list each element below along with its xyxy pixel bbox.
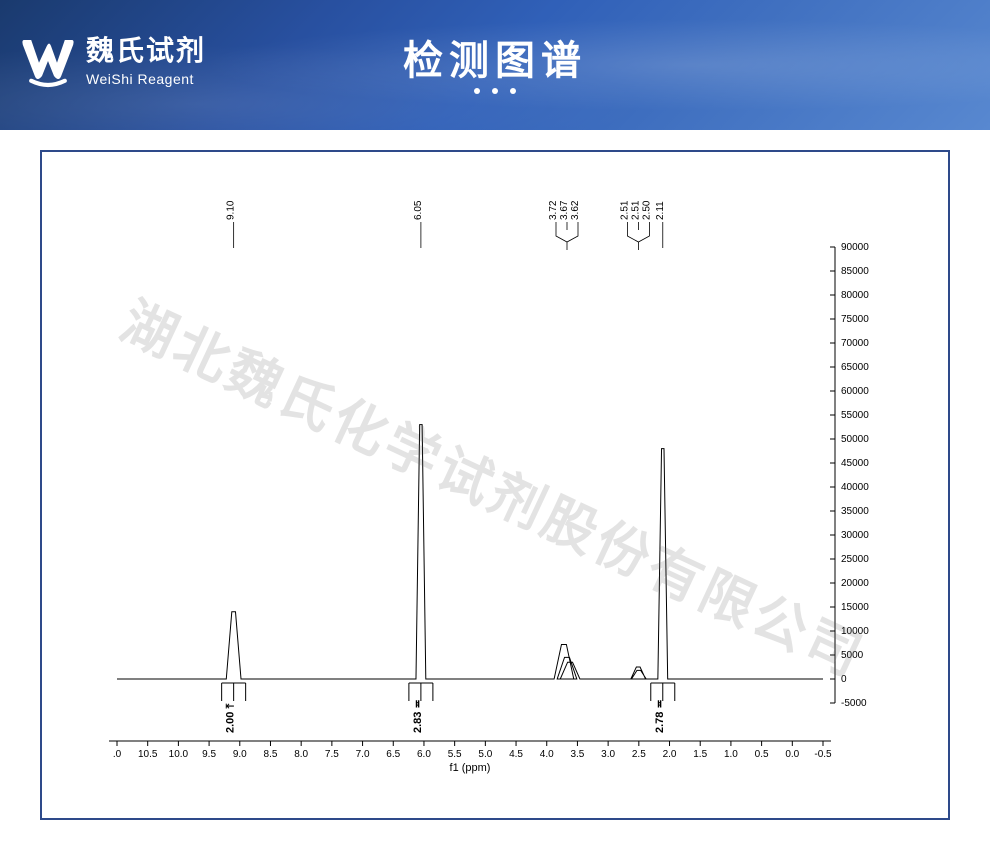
spectrum-frame: -5000 0 5000 10000 15000 20000 25000 30000 35000… [40, 150, 950, 820]
svg-text:2.0: 2.0 [663, 749, 677, 760]
svg-text:60000: 60000 [841, 386, 869, 397]
svg-text:0.0: 0.0 [785, 749, 799, 760]
svg-text:20000: 20000 [841, 578, 869, 589]
svg-text:-0.5: -0.5 [814, 749, 832, 760]
svg-text:4.0: 4.0 [540, 749, 554, 760]
logo-text-en: WeiShi Reagent [86, 71, 206, 87]
svg-text:3.72: 3.72 [548, 200, 559, 220]
svg-text:7.0: 7.0 [356, 749, 370, 760]
svg-text:f1 (ppm): f1 (ppm) [450, 762, 491, 774]
svg-text:0.5: 0.5 [755, 749, 769, 760]
svg-text:2.50: 2.50 [641, 200, 652, 220]
svg-text:3.62: 3.62 [570, 200, 581, 220]
svg-text:8.0: 8.0 [294, 749, 308, 760]
svg-text:15000: 15000 [841, 602, 869, 613]
header-banner: 魏氏试剂 WeiShi Reagent 检测图谱 [0, 0, 990, 130]
svg-text:50000: 50000 [841, 434, 869, 445]
svg-text:55000: 55000 [841, 410, 869, 421]
svg-text:3.5: 3.5 [570, 749, 584, 760]
svg-text:65000: 65000 [841, 362, 869, 373]
svg-text:80000: 80000 [841, 290, 869, 301]
svg-text:25000: 25000 [841, 554, 869, 565]
svg-text:30000: 30000 [841, 530, 869, 541]
svg-text:2.00 ⤒: 2.00 ⤒ [225, 703, 237, 733]
title-dots [474, 88, 516, 94]
svg-text:9.0: 9.0 [233, 749, 247, 760]
svg-text:.0: .0 [113, 749, 122, 760]
svg-text:5.5: 5.5 [448, 749, 462, 760]
svg-text:5000: 5000 [841, 650, 864, 661]
svg-text:3.67: 3.67 [559, 200, 570, 220]
svg-text:1.5: 1.5 [693, 749, 707, 760]
svg-text:10.0: 10.0 [169, 749, 189, 760]
svg-text:9.5: 9.5 [202, 749, 216, 760]
svg-text:7.5: 7.5 [325, 749, 339, 760]
svg-text:45000: 45000 [841, 458, 869, 469]
svg-text:6.0: 6.0 [417, 749, 431, 760]
svg-text:1.0: 1.0 [724, 749, 738, 760]
svg-text:6.05: 6.05 [413, 200, 424, 220]
logo-icon [18, 28, 78, 88]
svg-text:2.83 ≖: 2.83 ≖ [412, 699, 424, 733]
svg-text:9.10: 9.10 [226, 200, 237, 220]
svg-text:40000: 40000 [841, 482, 869, 493]
svg-text:5.0: 5.0 [478, 749, 492, 760]
svg-text:6.5: 6.5 [386, 749, 400, 760]
svg-text:0: 0 [841, 674, 847, 685]
svg-text:2.51: 2.51 [630, 200, 641, 220]
nmr-spectrum: -5000 0 5000 10000 15000 20000 25000 30000 35000… [82, 182, 908, 788]
svg-text:2.5: 2.5 [632, 749, 646, 760]
svg-text:8.5: 8.5 [264, 749, 278, 760]
svg-text:35000: 35000 [841, 506, 869, 517]
svg-text:-5000: -5000 [841, 698, 867, 709]
svg-text:70000: 70000 [841, 338, 869, 349]
spectrum-plot-area: -5000 0 5000 10000 15000 20000 25000 30000 35000… [82, 182, 908, 788]
svg-text:3.0: 3.0 [601, 749, 615, 760]
svg-text:10000: 10000 [841, 626, 869, 637]
svg-text:2.51: 2.51 [619, 200, 630, 220]
logo: 魏氏试剂 WeiShi Reagent [18, 28, 206, 88]
svg-text:4.5: 4.5 [509, 749, 523, 760]
svg-text:2.78 ≖: 2.78 ≖ [654, 699, 666, 733]
svg-text:85000: 85000 [841, 266, 869, 277]
svg-text:10.5: 10.5 [138, 749, 158, 760]
svg-text:90000: 90000 [841, 242, 869, 253]
svg-text:2.11: 2.11 [655, 201, 666, 220]
page-title: 检测图谱 [403, 28, 587, 86]
logo-text-cn: 魏氏试剂 [86, 29, 206, 69]
svg-text:75000: 75000 [841, 314, 869, 325]
